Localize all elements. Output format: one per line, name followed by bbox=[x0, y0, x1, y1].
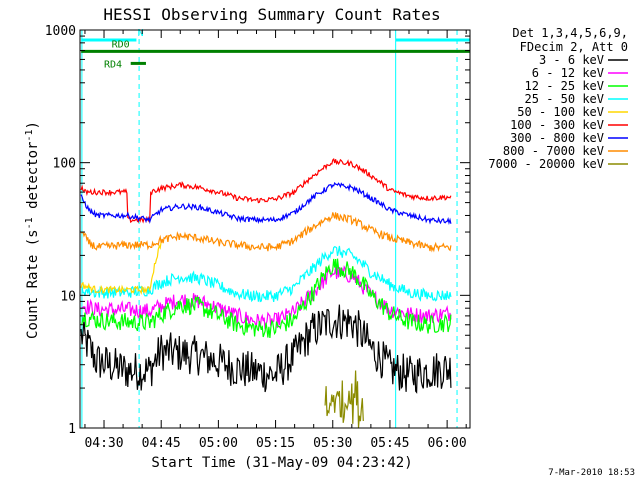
y-axis-label-sup2: -1 bbox=[24, 129, 35, 141]
x-axis: 04:30 04:45 05:00 05:15 05:30 05:45 06:00 bbox=[84, 30, 467, 451]
x-tick-label-3: 05:15 bbox=[256, 436, 295, 451]
series-line-7 bbox=[80, 212, 452, 253]
series-line-6 bbox=[80, 181, 452, 225]
y-tick-label-3: 1000 bbox=[45, 24, 76, 39]
x-axis-label: Start Time (31-May-09 04:23:42) bbox=[151, 455, 412, 471]
series-line-4 bbox=[80, 241, 162, 295]
chart-title: HESSI Observing Summary Count Rates bbox=[103, 5, 440, 24]
plot-area: N RD0 RD4 bbox=[80, 28, 470, 429]
legend: Det 1,3,4,5,6,9, FDecim 2, Att 0 3 - 6 k… bbox=[488, 26, 628, 171]
legend-label-7: 800 - 7000 keV bbox=[503, 144, 604, 158]
flag-label-rd4: RD4 bbox=[104, 59, 122, 70]
legend-header-1: Det 1,3,4,5,6,9, bbox=[512, 26, 628, 40]
y-tick-label-2: 100 bbox=[53, 157, 76, 172]
y-axis-label: Count Rate (s-1 detector-1) bbox=[24, 121, 41, 339]
y-axis: 1 10 100 1000 bbox=[45, 24, 470, 437]
legend-label-0: 3 - 6 keV bbox=[539, 53, 604, 67]
y-axis-label-mid: detector bbox=[25, 142, 41, 218]
x-tick-label-4: 05:30 bbox=[313, 436, 352, 451]
legend-label-5: 100 - 300 keV bbox=[510, 118, 604, 132]
series-line-2 bbox=[80, 258, 452, 338]
legend-label-4: 50 - 100 keV bbox=[517, 105, 604, 119]
legend-label-2: 12 - 25 keV bbox=[525, 79, 604, 93]
y-tick-label-1: 10 bbox=[60, 289, 76, 304]
legend-label-6: 300 - 800 keV bbox=[510, 131, 604, 145]
x-tick-label-1: 04:45 bbox=[142, 436, 181, 451]
legend-label-8: 7000 - 20000 keV bbox=[488, 157, 604, 171]
x-tick-label-2: 05:00 bbox=[199, 436, 238, 451]
y-axis-label-sup1: -1 bbox=[24, 217, 35, 229]
x-tick-label-0: 04:30 bbox=[84, 436, 123, 451]
flag-label-rd0: RD0 bbox=[112, 39, 130, 50]
series-line-0 bbox=[80, 304, 452, 394]
y-axis-label-end: ) bbox=[25, 121, 41, 129]
x-tick-label-5: 05:45 bbox=[370, 436, 409, 451]
legend-header-2: FDecim 2, Att 0 bbox=[520, 40, 628, 54]
y-axis-label-main: Count Rate (s bbox=[25, 229, 41, 339]
flag-label-n: N bbox=[138, 28, 144, 39]
legend-label-1: 6 - 12 keV bbox=[532, 66, 604, 80]
series-line-8 bbox=[324, 370, 364, 429]
plot-frame bbox=[79, 29, 471, 429]
y-tick-label-0: 1 bbox=[68, 422, 76, 437]
x-tick-label-6: 06:00 bbox=[428, 436, 467, 451]
footer-date: 7-Mar-2010 18:53 bbox=[548, 468, 635, 478]
series-line-5 bbox=[80, 157, 452, 224]
legend-label-3: 25 - 50 keV bbox=[525, 92, 604, 106]
